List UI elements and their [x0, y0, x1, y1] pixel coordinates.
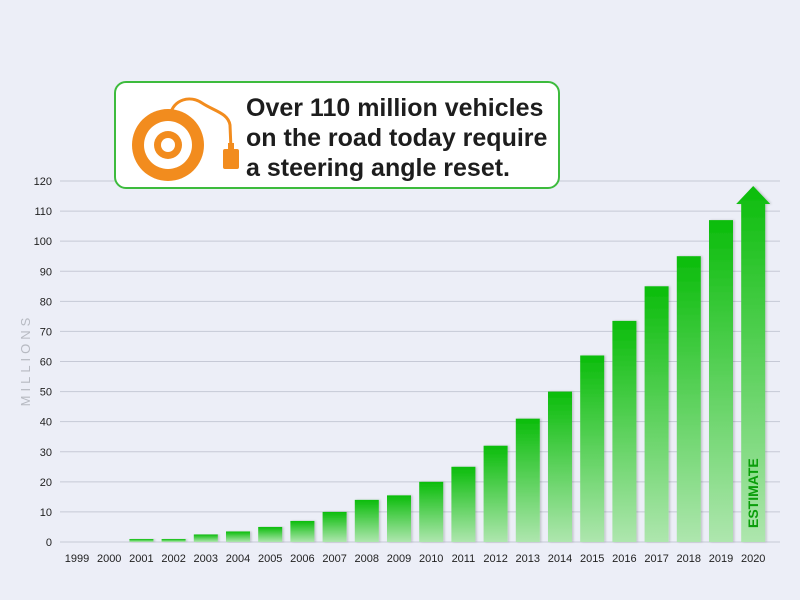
x-tick-label: 2001: [129, 553, 153, 565]
callout-text: Over 110 million vehicles on the road to…: [246, 94, 548, 182]
callout-box: Over 110 million vehicles on the road to…: [114, 81, 560, 189]
x-tick-label: 2008: [355, 553, 379, 565]
bar-estimate-arrow: [736, 186, 771, 542]
bar-2014: [548, 391, 572, 542]
y-tick-label: 100: [34, 236, 52, 248]
bar-2013: [515, 418, 540, 542]
y-tick-label: 110: [34, 206, 52, 218]
y-tick-label: 50: [40, 387, 52, 399]
x-tick-label: 2020: [741, 553, 765, 565]
bar-2006: [290, 520, 315, 542]
x-tick-label: 2004: [226, 553, 250, 565]
bar-2009: [387, 495, 411, 542]
x-tick-label: 2010: [419, 553, 443, 565]
bar-2001: [129, 538, 154, 542]
x-tick-label: 2007: [322, 553, 346, 565]
y-tick-label: 10: [40, 507, 52, 519]
x-tick-label: 2006: [290, 553, 314, 565]
x-tick-label: 2011: [452, 553, 476, 565]
y-tick-label: 70: [40, 326, 52, 338]
bar-2016: [612, 320, 637, 542]
x-tick-label: 2018: [677, 553, 701, 565]
x-tick-label: 2003: [194, 553, 218, 565]
bar-2004: [226, 531, 250, 542]
bar-2012: [483, 445, 508, 542]
x-tick-label: 2002: [161, 553, 185, 565]
x-tick-label: 2000: [97, 553, 121, 565]
y-tick-label: 0: [46, 537, 52, 549]
y-axis-ticks: 0 10 20 30 40 50 60 70 80 90 100 110 120: [34, 176, 52, 549]
y-tick-label: 120: [34, 176, 52, 188]
bar-2015: [580, 355, 605, 542]
x-tick-label: 2015: [580, 553, 604, 565]
bar-2005: [258, 526, 283, 542]
y-tick-label: 90: [40, 266, 52, 278]
x-tick-label: 2013: [516, 553, 540, 565]
bar-2019: [709, 220, 733, 542]
y-tick-label: 20: [40, 477, 52, 489]
x-tick-label: 2017: [644, 553, 668, 565]
x-tick-label: 2005: [258, 553, 282, 565]
bar-2002: [161, 538, 186, 542]
bar-2003: [193, 534, 218, 542]
y-axis-label: MILLIONS: [18, 314, 33, 407]
bar-2011: [451, 466, 476, 542]
bar-2008: [354, 499, 379, 542]
x-axis-ticks: 1999 2000 2001 2002 2003 2004 2005 2006 2007 2008…: [65, 553, 766, 565]
y-tick-label: 80: [40, 296, 52, 308]
x-tick-label: 1999: [65, 553, 89, 565]
x-tick-label: 2012: [483, 553, 507, 565]
bar-2010: [419, 481, 444, 542]
x-tick-label: 2009: [387, 553, 411, 565]
bar-2018: [676, 256, 701, 542]
y-tick-label: 30: [40, 447, 52, 459]
x-tick-label: 2019: [709, 553, 733, 565]
bars: ESTIMATE: [129, 186, 771, 542]
x-tick-label: 2016: [612, 553, 636, 565]
y-tick-label: 60: [40, 357, 52, 369]
y-tick-label: 40: [40, 417, 52, 429]
bar-2017: [644, 286, 669, 542]
bar-2007: [322, 511, 347, 542]
estimate-label: ESTIMATE: [745, 458, 761, 528]
x-tick-label: 2014: [548, 553, 572, 565]
steering-angle-sensor-icon: [132, 97, 239, 181]
